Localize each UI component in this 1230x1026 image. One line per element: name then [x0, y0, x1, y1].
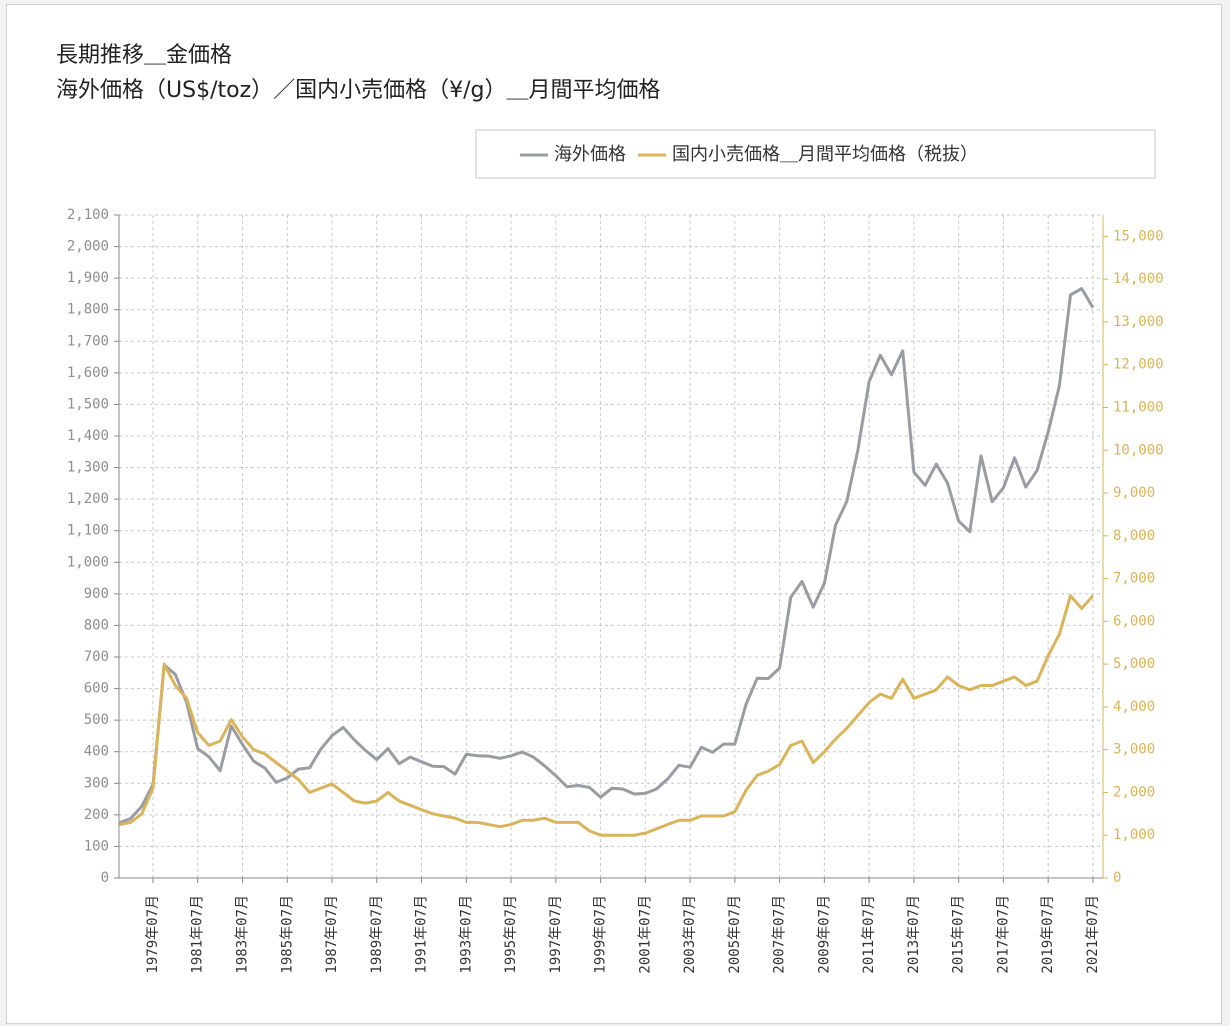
y-tick-label: 1,100: [67, 523, 109, 539]
y2-tick-label: 11,000: [1113, 399, 1164, 415]
y-tick-label: 1,700: [67, 333, 109, 349]
x-tick-label: 1999年07月: [593, 895, 609, 974]
y-tick-label: 1,200: [67, 491, 109, 507]
x-tick-label: 1981年07月: [190, 895, 206, 974]
x-tick-label: 2019年07月: [1040, 895, 1056, 974]
y-tick-label: 700: [84, 649, 109, 665]
y-tick-label: 1,800: [67, 302, 109, 318]
chart-subtitle: 海外価格（US$/toz）／国内小売価格（¥/g）＿月間平均価格: [56, 78, 661, 103]
y2-tick-label: 2,000: [1113, 784, 1155, 800]
y-tick-label: 1,600: [67, 365, 109, 381]
chart-title: 長期推移＿金価格: [56, 43, 232, 68]
x-tick-label: 1985年07月: [279, 895, 295, 974]
y-tick-label: 1,400: [67, 428, 109, 444]
y-tick-label: 1,900: [67, 270, 109, 286]
y-tick-label: 0: [101, 870, 109, 886]
x-tick-label: 2003年07月: [682, 895, 698, 974]
x-tick-label: 2017年07月: [995, 895, 1011, 974]
x-tick-label: 2013年07月: [906, 895, 922, 974]
y-tick-label: 200: [84, 807, 109, 823]
x-tick-label: 1995年07月: [503, 895, 519, 974]
y2-tick-label: 13,000: [1113, 314, 1164, 330]
y2-tick-label: 15,000: [1113, 228, 1164, 244]
x-tick-label: 1983年07月: [234, 895, 250, 974]
x-tick-label: 2009年07月: [816, 895, 832, 974]
y-tick-label: 600: [84, 681, 109, 697]
y2-tick-label: 3,000: [1113, 742, 1155, 758]
legend-label: 海外価格: [554, 144, 626, 165]
y2-tick-label: 12,000: [1113, 357, 1164, 373]
y2-tick-label: 5,000: [1113, 656, 1155, 672]
x-tick-label: 2005年07月: [727, 895, 743, 974]
y2-tick-label: 8,000: [1113, 528, 1155, 544]
y-tick-label: 800: [84, 617, 109, 633]
y2-tick-label: 1,000: [1113, 827, 1155, 843]
y-tick-label: 2,100: [67, 207, 109, 223]
x-tick-label: 2015年07月: [951, 895, 967, 974]
y-tick-label: 1,500: [67, 396, 109, 412]
x-tick-label: 1989年07月: [369, 895, 385, 974]
x-tick-label: 1993年07月: [458, 895, 474, 974]
y2-tick-label: 6,000: [1113, 613, 1155, 629]
x-tick-label: 1979年07月: [145, 895, 161, 974]
y-tick-label: 100: [84, 838, 109, 854]
y-tick-label: 1,000: [67, 554, 109, 570]
y2-tick-label: 4,000: [1113, 699, 1155, 715]
y2-tick-label: 9,000: [1113, 485, 1155, 501]
y-tick-label: 900: [84, 586, 109, 602]
legend-label: 国内小売価格＿月間平均価格（税抜）: [672, 144, 978, 165]
x-tick-label: 1997年07月: [548, 895, 564, 974]
y-tick-label: 300: [84, 775, 109, 791]
y-tick-label: 500: [84, 712, 109, 728]
series-line: [118, 287, 1095, 825]
y-tick-label: 2,000: [67, 239, 109, 255]
series-line: [119, 594, 1095, 837]
x-tick-label: 2007年07月: [772, 895, 788, 974]
x-tick-label: 2011年07月: [861, 895, 877, 974]
y2-tick-label: 7,000: [1113, 571, 1155, 587]
x-tick-label: 2021年07月: [1085, 895, 1101, 974]
y2-tick-label: 0: [1113, 870, 1121, 886]
x-tick-label: 1991年07月: [414, 895, 430, 974]
x-tick-label: 2001年07月: [637, 895, 653, 974]
y2-tick-label: 10,000: [1113, 442, 1164, 458]
y-tick-label: 1,300: [67, 460, 109, 476]
y2-tick-label: 14,000: [1113, 271, 1164, 287]
x-tick-label: 1987年07月: [324, 895, 340, 974]
legend-box: [475, 129, 1156, 179]
y-tick-label: 400: [84, 744, 109, 760]
